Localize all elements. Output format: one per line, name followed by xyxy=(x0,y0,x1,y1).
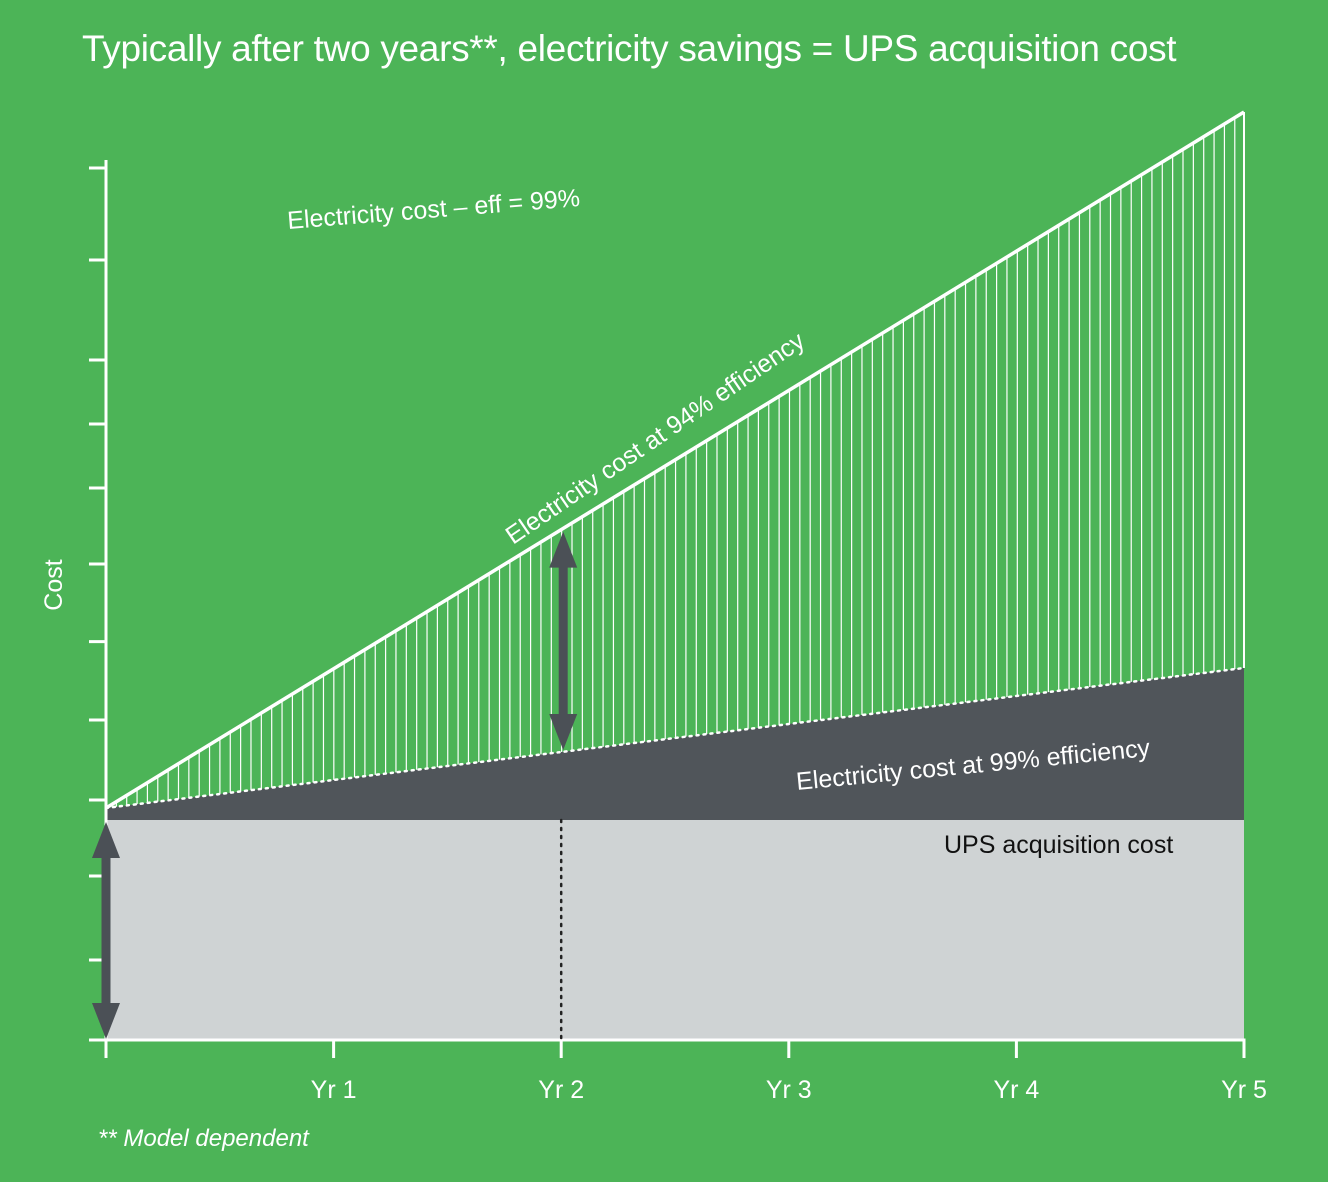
series-line-eff99 xyxy=(104,666,1246,810)
ups-acquisition-area xyxy=(106,820,1244,1040)
arrow-head-down xyxy=(92,1003,120,1039)
chart-title: Typically after two years**, electricity… xyxy=(82,28,1177,69)
x-tick-label: Yr 2 xyxy=(538,1076,584,1104)
y-axis-label: Cost xyxy=(40,559,68,610)
x-tick-label: Yr 4 xyxy=(993,1076,1039,1104)
savings-double-arrow xyxy=(549,531,578,750)
acquisition-double-arrow xyxy=(92,822,120,1039)
footnote: ** Model dependent xyxy=(98,1125,310,1152)
x-tick-label: Yr 3 xyxy=(766,1076,812,1104)
x-axis-ticks: Yr 1 Yr 2 Yr 3 Yr 4 Yr 5 xyxy=(104,1040,1267,1104)
x-tick-label: Yr 5 xyxy=(1221,1076,1267,1104)
x-tick-label: Yr 1 xyxy=(311,1076,357,1104)
arrow-head-up xyxy=(549,531,578,568)
arrow-head-down xyxy=(549,714,578,750)
series-line-eff94 xyxy=(105,110,1245,810)
eff99-area xyxy=(106,668,1244,820)
series-label-acquisition: UPS acquisition cost xyxy=(944,831,1173,859)
savings-hatch xyxy=(115,112,1245,807)
annotation-legend-eff99: Electricity cost – eff = 99% xyxy=(286,184,581,235)
arrow-head-up xyxy=(92,822,120,858)
